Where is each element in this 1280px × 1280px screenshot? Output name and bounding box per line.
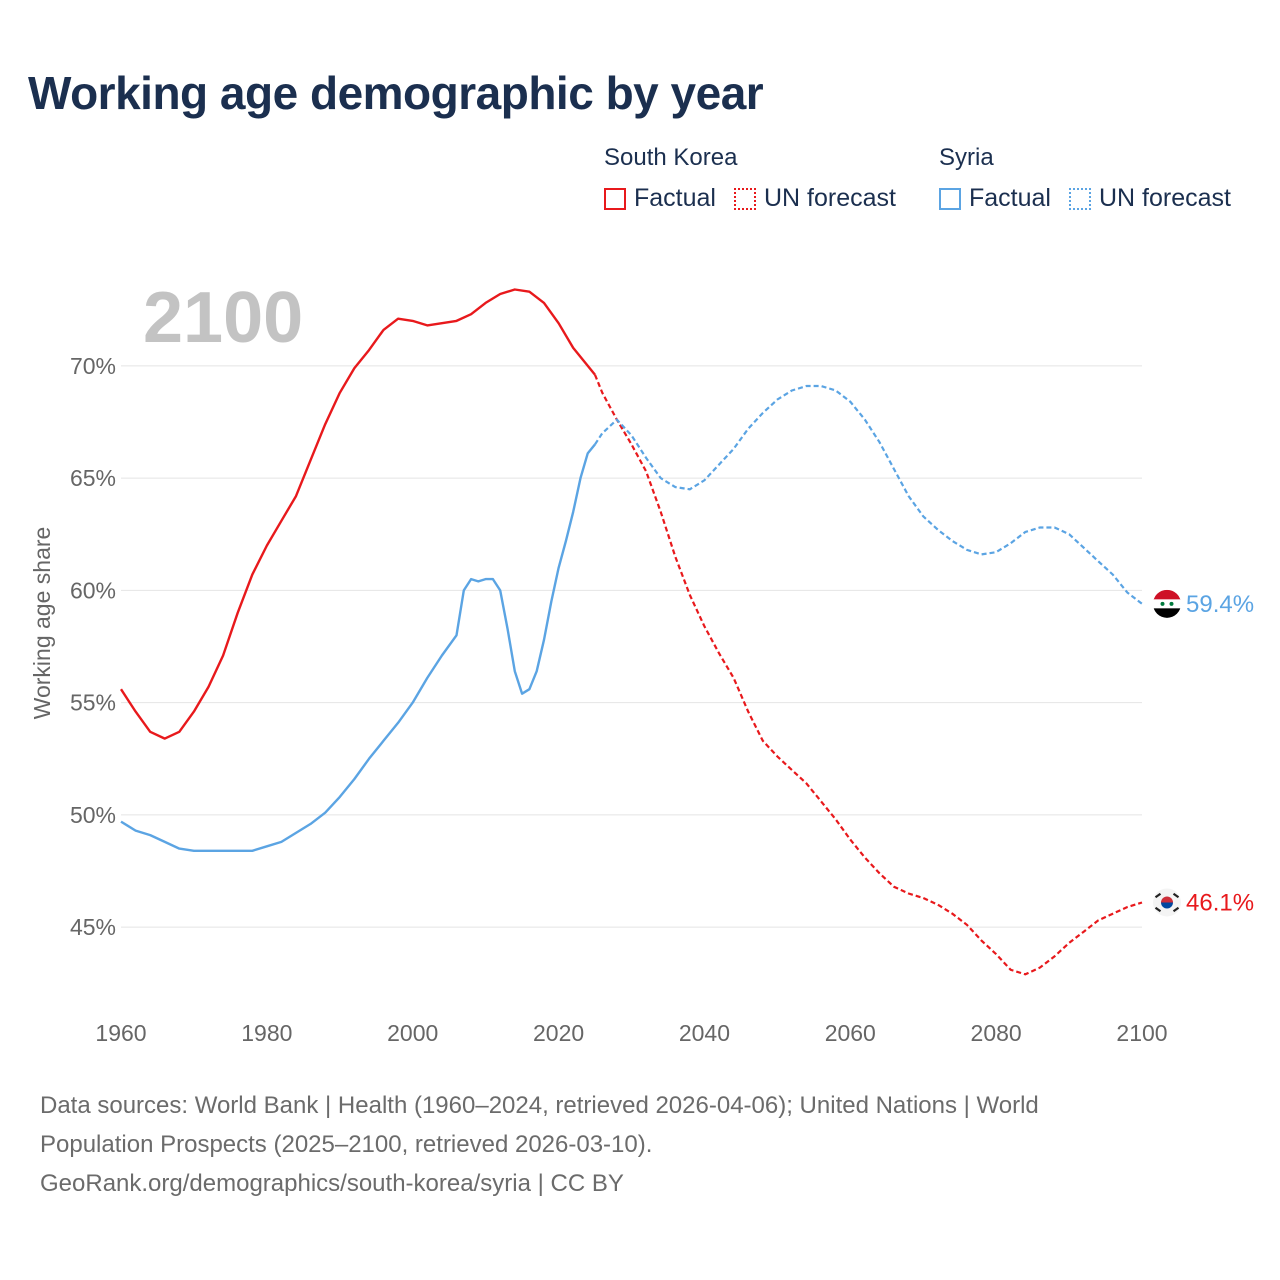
legend-group-south-korea: South Korea Factual UN forecast [604,144,914,213]
legend-group-label: South Korea [604,144,738,171]
x-tick-label: 1980 [241,1020,292,1046]
legend-item-label: Factual [634,184,716,212]
south-korea-flag-icon [1153,888,1181,917]
series-line-syria-factual [120,443,596,852]
x-tick-label: 2060 [825,1020,876,1046]
series-line-south-korea-forecast [593,374,1143,976]
legend-item-south-korea-factual[interactable]: Factual [604,184,716,213]
x-axis: 1960 1980 2000 2020 2040 2060 2080 2100 [95,1020,1167,1046]
series-group [119,288,1143,976]
series-line-syria-forecast [594,384,1143,605]
end-markers: 46.1% 59.4% [1153,589,1254,917]
legend-group-syria: Syria Factual UN forecast [939,144,1249,213]
factual-swatch-icon [604,187,626,210]
end-value-label: 59.4% [1186,591,1254,618]
y-tick-label: 45% [70,914,116,940]
legend-item-syria-forecast[interactable]: UN forecast [1068,184,1231,213]
x-tick-label: 2040 [679,1020,730,1046]
legend-item-south-korea-forecast[interactable]: UN forecast [733,184,896,213]
year-watermark: 2100 [143,278,303,358]
y-tick-label: 70% [70,353,116,379]
line-chart: 2100 45% 50% 55% 60% 65% 70% 1960 1980 2000 2020… [29,278,1254,1046]
end-value-label: 46.1% [1186,889,1254,916]
series-line-south-korea-factual [119,288,596,740]
sources-line: Population Prospects (2025–2100, retriev… [40,1131,653,1158]
legend-item-label: UN forecast [763,184,896,212]
legend-item-syria-factual[interactable]: Factual [939,184,1051,213]
sources-line: Data sources: World Bank | Health (1960–… [40,1092,1039,1119]
legend-item-label: UN forecast [1098,184,1231,212]
y-tick-label: 60% [70,577,116,603]
legend-item-label: Factual [969,184,1051,212]
factual-swatch-icon [939,187,961,210]
x-tick-label: 2080 [971,1020,1022,1046]
data-sources: Data sources: World Bank | Health (1960–… [40,1086,1190,1203]
y-axis: 45% 50% 55% 60% 65% 70% [70,353,116,940]
chart-title: Working age demographic by year [28,67,764,119]
grid [121,365,1142,928]
syria-flag-icon [1153,589,1181,618]
x-tick-label: 1960 [95,1020,146,1046]
x-tick-label: 2020 [533,1020,584,1046]
x-tick-label: 2100 [1116,1020,1167,1046]
forecast-swatch-icon [733,187,756,210]
y-axis-label: Working age share [29,527,55,720]
legend-group-label: Syria [939,144,994,171]
forecast-swatch-icon [1068,187,1091,210]
y-tick-label: 55% [70,690,116,716]
x-tick-label: 2000 [387,1020,438,1046]
y-tick-label: 50% [70,802,116,828]
y-tick-label: 65% [70,465,116,491]
sources-line: GeoRank.org/demographics/south-korea/syr… [40,1170,624,1197]
